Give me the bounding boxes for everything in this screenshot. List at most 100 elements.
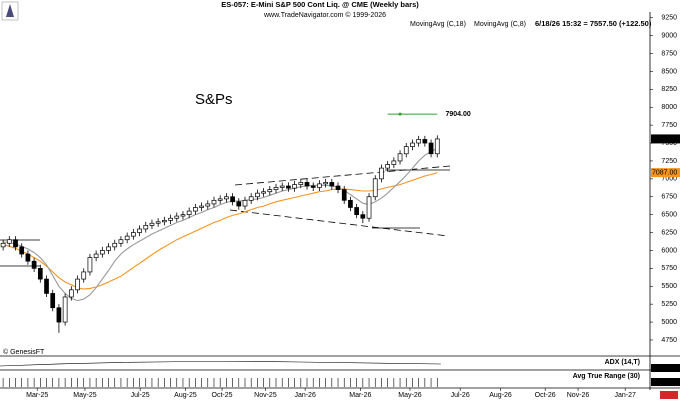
annotation: S&Ps [195, 91, 233, 108]
candle-body [56, 307, 62, 323]
candle-body [155, 221, 161, 224]
price-box-label: 7087.00 [652, 169, 677, 176]
indicator-box [651, 364, 680, 372]
indicator-value: 199.60 [652, 379, 674, 386]
x-tick-label: Jul-25 [131, 392, 150, 399]
y-tick-label: 7750 [661, 122, 677, 129]
candle-body [130, 232, 136, 237]
candle-body [348, 199, 353, 208]
status: 6/18/26 15:32 = 7557.50 (+122.50) [535, 19, 652, 28]
moving-average [3, 147, 438, 302]
candle-body [255, 192, 260, 198]
candle-body [434, 138, 440, 155]
candle-body [242, 199, 248, 207]
candle-body [93, 253, 99, 258]
legend-entry: MovingAvg (C,18) [410, 21, 466, 28]
candle-body [44, 278, 49, 294]
candle-body [323, 182, 328, 185]
candle-body [168, 217, 173, 221]
y-tick-label: 9250 [661, 15, 677, 22]
candle-body [230, 196, 235, 203]
x-tick-label: May-25 [73, 392, 96, 399]
candle-body [112, 242, 118, 248]
y-tick-label: 5750 [661, 265, 677, 272]
y-tick-label: 5250 [661, 301, 677, 308]
candle-body [199, 205, 204, 208]
price-box [651, 134, 680, 144]
candle-body [372, 178, 378, 198]
y-tick-label: 8000 [661, 104, 677, 111]
candle-body [286, 185, 291, 189]
price-box [651, 168, 680, 178]
candle-body [267, 189, 273, 193]
candle-body [62, 296, 68, 323]
candle-body [50, 293, 56, 309]
candle-body [428, 142, 434, 155]
candle-body [124, 235, 130, 241]
candle-body [403, 146, 409, 155]
y-tick-label: 5000 [661, 319, 677, 326]
y-tick-label: 7000 [661, 176, 677, 183]
candle-body [19, 246, 25, 255]
indicator-box [651, 378, 680, 386]
candle-body [174, 215, 180, 219]
indicator-value: 19.27 [652, 365, 670, 372]
x-tick-label: Oct-26 [535, 392, 556, 399]
legend-entry: MovingAvg (C,8) [474, 21, 526, 28]
candle-body [279, 185, 285, 188]
candle-body [81, 271, 87, 280]
target-dot [398, 112, 402, 116]
candle-body [186, 210, 192, 215]
y-tick-label: 8250 [661, 86, 677, 93]
x-tick-label: Mar-25 [26, 392, 48, 399]
candle-body [329, 182, 335, 187]
x-tick-label: May-26 [398, 392, 421, 399]
chart-title: ES-057: E-Mini S&P 500 Cont Liq. @ CME (… [221, 0, 419, 9]
candle-body [292, 184, 297, 189]
x-tick-label: Aug-25 [174, 392, 197, 399]
subtitle: www.TradeNavigator.com © 1999-2026 [263, 11, 386, 19]
candle-body [13, 239, 18, 248]
candle-body [106, 246, 111, 251]
y-tick-label: 6250 [661, 229, 677, 236]
y-tick-label: 4750 [661, 337, 677, 344]
adx-line [0, 361, 441, 367]
x-tick-label: Jan-26 [294, 392, 316, 399]
y-tick-label: 6000 [661, 247, 677, 254]
candle-body [261, 191, 266, 194]
x-tick-label: Nov-26 [567, 392, 590, 399]
candle-body [162, 220, 167, 223]
candle-body [416, 139, 422, 144]
candle-body [310, 185, 316, 188]
candle-body [248, 196, 254, 201]
candle-body [68, 289, 74, 298]
candle-body [317, 183, 322, 188]
candle-body [137, 228, 142, 233]
indicator-name: ADX (14,T) [605, 359, 640, 366]
credit: © GenesisFT [3, 348, 45, 356]
x-tick-label: Jul-26 [451, 392, 470, 399]
candle-body [236, 201, 242, 207]
candle-body [180, 214, 186, 217]
candle-body [341, 189, 347, 201]
candle-body [391, 160, 397, 165]
candle-body [217, 198, 223, 201]
candle-body [360, 214, 366, 219]
x-tick-label: Jan-27 [614, 392, 636, 399]
y-tick-label: 5500 [661, 283, 677, 290]
x-tick-label: Oct-25 [212, 392, 233, 399]
candle-body [397, 153, 403, 162]
candle-body [224, 196, 229, 200]
x-tick-label: Aug-26 [489, 392, 512, 399]
price-box-label: 7557.50 [652, 136, 677, 143]
candle-body [379, 167, 384, 180]
target-label: 7904.00 [445, 111, 470, 118]
candle-body [366, 196, 372, 219]
candle-body [211, 199, 217, 205]
candle-body [99, 250, 105, 255]
y-tick-label: 7250 [661, 158, 677, 165]
candle-body [6, 239, 12, 244]
candle-body [205, 203, 211, 207]
